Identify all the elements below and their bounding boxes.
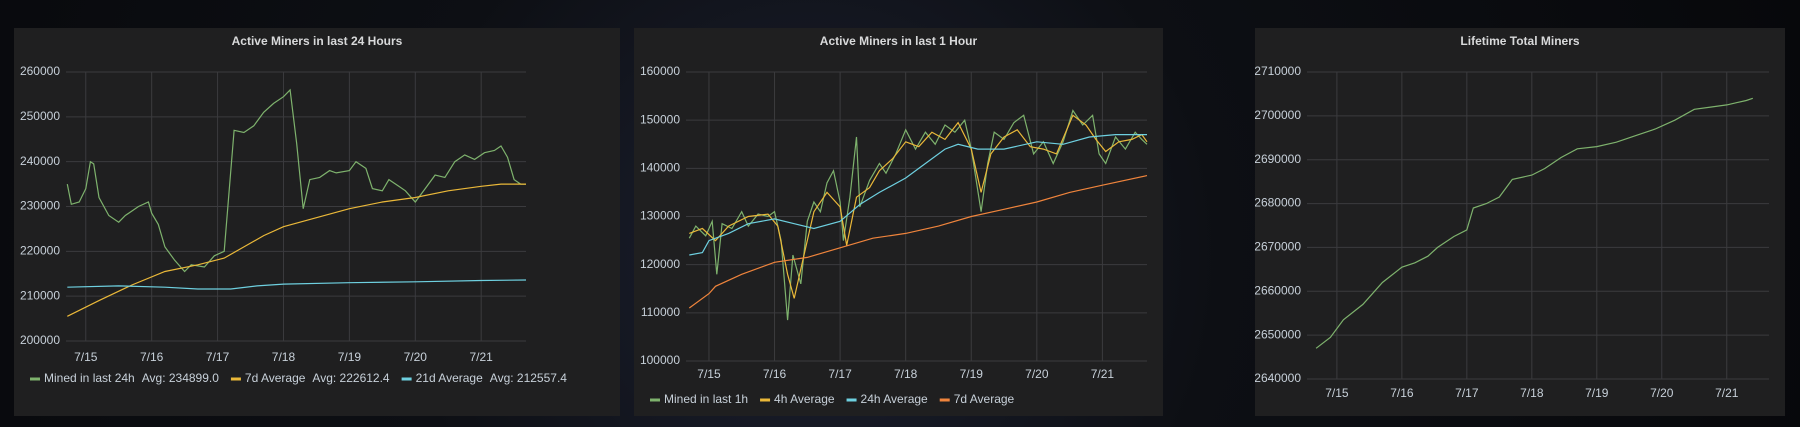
- panel-title: Lifetime Total Miners: [1460, 34, 1579, 48]
- y-tick-label: 200000: [20, 333, 60, 347]
- series-line: [1315, 97, 1753, 349]
- series-line: [67, 279, 527, 290]
- x-tick-label: 7/16: [763, 367, 787, 381]
- legend-label: 21d Average: [416, 371, 483, 385]
- x-tick-label: 7/18: [894, 367, 918, 381]
- y-tick-label: 140000: [640, 161, 680, 175]
- x-tick-label: 7/18: [272, 350, 296, 364]
- x-tick-label: 7/18: [1520, 386, 1544, 400]
- y-tick-label: 2660000: [1255, 283, 1301, 297]
- legend-avg: Avg: 212557.4: [490, 371, 568, 385]
- y-tick-label: 120000: [640, 257, 680, 271]
- x-tick-label: 7/20: [1650, 386, 1674, 400]
- legend-item: Mined in last 24h Avg: 234899.0: [30, 371, 219, 385]
- y-tick-label: 240000: [20, 154, 60, 168]
- x-tick-label: 7/16: [140, 350, 164, 364]
- x-tick-label: 7/21: [470, 350, 494, 364]
- x-tick-label: 7/17: [206, 350, 230, 364]
- panel-title: Active Miners in last 1 Hour: [820, 34, 978, 48]
- x-tick-label: 7/21: [1715, 386, 1739, 400]
- y-tick-label: 230000: [20, 199, 60, 213]
- panel: Active Miners in last 1 Hour 100000 110000…: [634, 28, 1163, 416]
- x-tick-label: 7/16: [1390, 386, 1414, 400]
- y-tick-label: 150000: [640, 112, 680, 126]
- y-tick-label: 2710000: [1255, 64, 1301, 78]
- legend-label: 7d Average: [245, 371, 306, 385]
- x-tick-label: 7/20: [404, 350, 428, 364]
- panel: Active Miners in last 24 Hours 200000 2100…: [14, 28, 620, 416]
- x-tick-label: 7/19: [960, 367, 984, 381]
- series-line: [689, 114, 1148, 299]
- legend-label: 24h Average: [861, 392, 928, 406]
- panel: Lifetime Total Miners 2640000 2650000 26600…: [1255, 28, 1785, 416]
- series-line: [689, 134, 1147, 256]
- x-tick-label: 7/17: [828, 367, 852, 381]
- y-tick-label: 2650000: [1255, 327, 1301, 341]
- legend-item: 24h Average: [846, 392, 928, 406]
- x-tick-label: 7/20: [1025, 367, 1049, 381]
- x-tick-label: 7/19: [338, 350, 362, 364]
- y-tick-label: 2670000: [1255, 240, 1301, 254]
- legend-item: 4h Average: [760, 392, 835, 406]
- y-tick-label: 2640000: [1255, 371, 1301, 385]
- y-tick-label: 110000: [641, 305, 680, 319]
- legend-label: Mined in last 24h: [44, 371, 135, 385]
- y-tick-label: 100000: [640, 353, 680, 367]
- x-tick-label: 7/15: [74, 350, 98, 364]
- x-tick-label: 7/17: [1455, 386, 1479, 400]
- x-tick-label: 7/21: [1091, 367, 1115, 381]
- y-tick-label: 130000: [640, 209, 680, 223]
- y-tick-label: 250000: [20, 109, 60, 123]
- y-tick-label: 260000: [20, 64, 60, 78]
- legend-label: 7d Average: [954, 392, 1015, 406]
- legend-item: 7d Average: [939, 392, 1015, 406]
- x-tick-label: 7/15: [697, 367, 721, 381]
- y-tick-label: 2680000: [1255, 196, 1301, 210]
- y-tick-label: 210000: [20, 288, 60, 302]
- series-line: [688, 175, 1148, 309]
- series-line: [67, 183, 526, 317]
- x-tick-label: 7/19: [1585, 386, 1609, 400]
- x-tick-label: 7/15: [1325, 386, 1349, 400]
- y-tick-label: 220000: [20, 244, 60, 258]
- y-tick-label: 2700000: [1255, 108, 1301, 122]
- y-tick-label: 2690000: [1255, 152, 1301, 166]
- legend-item: 7d Average Avg: 222612.4: [230, 371, 390, 385]
- panel-title: Active Miners in last 24 Hours: [232, 34, 403, 48]
- legend-item: Mined in last 1h: [650, 392, 748, 406]
- legend-label: Mined in last 1h: [664, 392, 748, 406]
- legend-item: 21d Average Avg: 212557.4: [401, 371, 568, 385]
- legend-avg: Avg: 234899.0: [142, 371, 220, 385]
- legend-avg: Avg: 222612.4: [312, 371, 390, 385]
- series-line: [66, 88, 526, 273]
- legend-label: 4h Average: [774, 392, 835, 406]
- y-tick-label: 160000: [640, 64, 680, 78]
